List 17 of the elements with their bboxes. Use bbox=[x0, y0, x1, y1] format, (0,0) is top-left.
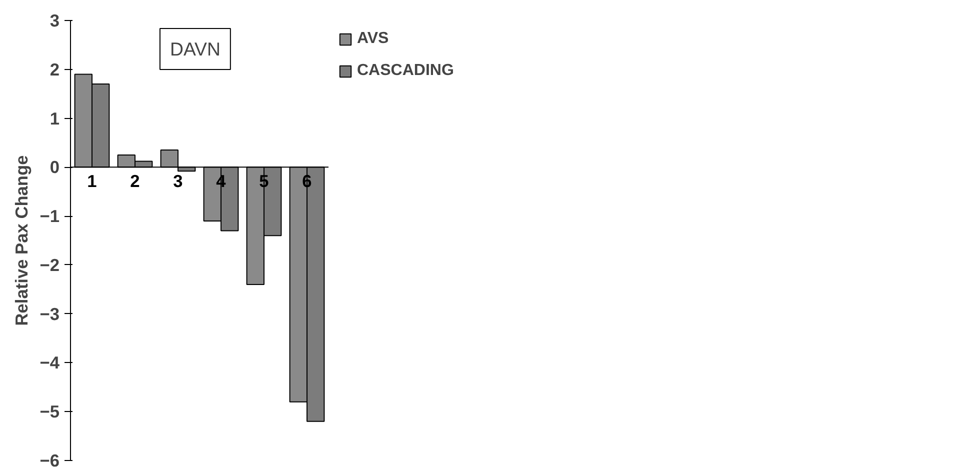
y-tick-label: −5 bbox=[40, 402, 60, 422]
y-tick-label: 2 bbox=[50, 59, 60, 80]
y-tick-label: 0 bbox=[50, 157, 60, 178]
x-tick-label: 2 bbox=[130, 171, 140, 192]
y-tick-label: −6 bbox=[40, 450, 60, 470]
x-tick-label: 1 bbox=[87, 171, 98, 192]
text: DAVN bbox=[170, 38, 220, 60]
y-tick-label: −3 bbox=[40, 304, 60, 324]
y-tick-label: −1 bbox=[40, 206, 60, 226]
legend-label: AVS bbox=[357, 30, 389, 48]
y-tick-label: −2 bbox=[40, 254, 60, 275]
legend-label: CASCADING bbox=[357, 62, 454, 80]
y-axis-title: Relative Pax Change bbox=[12, 154, 32, 326]
y-tick-label: 1 bbox=[50, 108, 60, 128]
y-tick-label: −4 bbox=[40, 352, 60, 373]
y-tick-label: 3 bbox=[50, 10, 60, 30]
x-tick-label: 3 bbox=[173, 171, 184, 192]
